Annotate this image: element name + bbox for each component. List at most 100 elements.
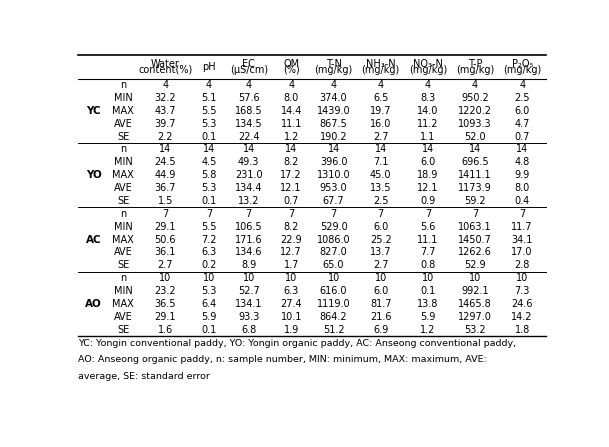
Text: 1.1: 1.1 bbox=[420, 131, 435, 142]
Text: P₂O₅: P₂O₅ bbox=[512, 59, 533, 69]
Text: NO₃-N: NO₃-N bbox=[413, 59, 443, 69]
Text: 1411.1: 1411.1 bbox=[458, 170, 492, 180]
Text: 53.2: 53.2 bbox=[464, 325, 486, 335]
Text: 5.9: 5.9 bbox=[420, 312, 435, 322]
Text: 134.6: 134.6 bbox=[235, 248, 262, 257]
Text: 1220.2: 1220.2 bbox=[458, 106, 492, 116]
Text: 171.6: 171.6 bbox=[235, 235, 262, 245]
Text: 52.7: 52.7 bbox=[238, 286, 259, 296]
Text: 51.2: 51.2 bbox=[323, 325, 345, 335]
Text: 4: 4 bbox=[472, 80, 478, 90]
Text: 13.5: 13.5 bbox=[370, 183, 392, 193]
Text: 2.8: 2.8 bbox=[515, 260, 530, 270]
Text: 11.1: 11.1 bbox=[417, 235, 438, 245]
Text: 1297.0: 1297.0 bbox=[458, 312, 492, 322]
Text: 1.7: 1.7 bbox=[283, 260, 299, 270]
Text: 0.2: 0.2 bbox=[201, 260, 217, 270]
Text: 57.6: 57.6 bbox=[238, 93, 259, 103]
Text: n: n bbox=[120, 144, 127, 154]
Text: 14: 14 bbox=[285, 144, 297, 154]
Text: 4: 4 bbox=[378, 80, 384, 90]
Text: 7.2: 7.2 bbox=[201, 235, 217, 245]
Text: 867.5: 867.5 bbox=[320, 118, 348, 129]
Text: 1262.6: 1262.6 bbox=[458, 248, 492, 257]
Text: 190.2: 190.2 bbox=[320, 131, 347, 142]
Text: (μS/cm): (μS/cm) bbox=[230, 65, 268, 75]
Text: 14.4: 14.4 bbox=[281, 106, 302, 116]
Text: 8.3: 8.3 bbox=[420, 93, 435, 103]
Text: MAX: MAX bbox=[113, 106, 134, 116]
Text: (mg/kg): (mg/kg) bbox=[314, 65, 353, 75]
Text: 0.8: 0.8 bbox=[420, 260, 435, 270]
Text: 10: 10 bbox=[422, 273, 434, 283]
Text: 8.2: 8.2 bbox=[283, 222, 299, 232]
Text: T-P: T-P bbox=[468, 59, 482, 69]
Text: 11.7: 11.7 bbox=[512, 222, 533, 232]
Text: 10.1: 10.1 bbox=[281, 312, 302, 322]
Text: 10: 10 bbox=[328, 273, 340, 283]
Text: 1093.3: 1093.3 bbox=[458, 118, 492, 129]
Text: 65.0: 65.0 bbox=[323, 260, 344, 270]
Text: 7: 7 bbox=[245, 209, 252, 219]
Text: content(%): content(%) bbox=[138, 65, 192, 75]
Text: 5.8: 5.8 bbox=[201, 170, 217, 180]
Text: 22.9: 22.9 bbox=[280, 235, 302, 245]
Text: 39.7: 39.7 bbox=[155, 118, 176, 129]
Text: 27.4: 27.4 bbox=[280, 299, 302, 309]
Text: 6.3: 6.3 bbox=[202, 248, 217, 257]
Text: AVE: AVE bbox=[114, 118, 133, 129]
Text: 0.7: 0.7 bbox=[515, 131, 530, 142]
Text: 14: 14 bbox=[328, 144, 340, 154]
Text: 19.7: 19.7 bbox=[370, 106, 392, 116]
Text: 5.3: 5.3 bbox=[201, 183, 217, 193]
Text: 12.1: 12.1 bbox=[280, 183, 302, 193]
Text: 6.0: 6.0 bbox=[373, 286, 389, 296]
Text: 21.6: 21.6 bbox=[370, 312, 392, 322]
Text: 2.7: 2.7 bbox=[373, 260, 389, 270]
Text: 0.1: 0.1 bbox=[202, 131, 217, 142]
Text: 6.3: 6.3 bbox=[284, 286, 299, 296]
Text: 22.4: 22.4 bbox=[238, 131, 259, 142]
Text: 1.6: 1.6 bbox=[158, 325, 173, 335]
Text: AO: Anseong organic paddy, n: sample number, MIN: minimum, MAX: maximum, AVE:: AO: Anseong organic paddy, n: sample num… bbox=[79, 355, 487, 364]
Text: 18.9: 18.9 bbox=[417, 170, 438, 180]
Text: 50.6: 50.6 bbox=[155, 235, 176, 245]
Text: 0.1: 0.1 bbox=[202, 325, 217, 335]
Text: 5.9: 5.9 bbox=[201, 312, 217, 322]
Text: MIN: MIN bbox=[114, 286, 133, 296]
Text: 7: 7 bbox=[331, 209, 337, 219]
Text: 1450.7: 1450.7 bbox=[458, 235, 492, 245]
Text: (mg/kg): (mg/kg) bbox=[362, 65, 400, 75]
Text: 4: 4 bbox=[288, 80, 294, 90]
Text: 1.2: 1.2 bbox=[283, 131, 299, 142]
Text: (mg/kg): (mg/kg) bbox=[503, 65, 541, 75]
Text: MAX: MAX bbox=[113, 170, 134, 180]
Text: 36.5: 36.5 bbox=[155, 299, 176, 309]
Text: 23.2: 23.2 bbox=[154, 286, 176, 296]
Text: SE: SE bbox=[117, 325, 129, 335]
Text: 36.1: 36.1 bbox=[155, 248, 176, 257]
Text: 6.8: 6.8 bbox=[241, 325, 256, 335]
Text: 9.9: 9.9 bbox=[515, 170, 530, 180]
Text: 14: 14 bbox=[159, 144, 171, 154]
Text: T-N: T-N bbox=[326, 59, 342, 69]
Text: YC: Yongin conventional paddy, YO: Yongin organic paddy, AC: Anseong conventiona: YC: Yongin conventional paddy, YO: Yongi… bbox=[79, 339, 516, 348]
Text: (mg/kg): (mg/kg) bbox=[409, 65, 447, 75]
Text: 7: 7 bbox=[519, 209, 526, 219]
Text: 992.1: 992.1 bbox=[461, 286, 489, 296]
Text: 24.5: 24.5 bbox=[154, 157, 176, 167]
Text: 14: 14 bbox=[516, 144, 528, 154]
Text: 1173.9: 1173.9 bbox=[458, 183, 492, 193]
Text: 7: 7 bbox=[424, 209, 431, 219]
Text: 7: 7 bbox=[378, 209, 384, 219]
Text: 16.0: 16.0 bbox=[370, 118, 392, 129]
Text: 34.1: 34.1 bbox=[512, 235, 533, 245]
Text: 106.5: 106.5 bbox=[235, 222, 262, 232]
Text: 5.1: 5.1 bbox=[201, 93, 217, 103]
Text: 4.8: 4.8 bbox=[515, 157, 530, 167]
Text: 4: 4 bbox=[245, 80, 252, 90]
Text: 396.0: 396.0 bbox=[320, 157, 347, 167]
Text: 5.6: 5.6 bbox=[420, 222, 435, 232]
Text: 93.3: 93.3 bbox=[238, 312, 259, 322]
Text: 950.2: 950.2 bbox=[461, 93, 489, 103]
